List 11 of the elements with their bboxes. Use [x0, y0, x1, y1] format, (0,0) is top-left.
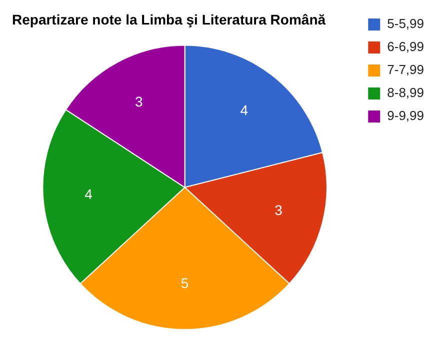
legend-label: 5-5,99 — [387, 16, 424, 32]
legend-label: 6-6,99 — [387, 39, 424, 54]
legend-label: 7-7,99 — [387, 62, 424, 78]
data-label: 5 — [180, 274, 189, 291]
data-label: 4 — [84, 186, 93, 202]
legend-label: 8-8,99 — [387, 85, 424, 100]
chart-title: Repartizare note la Limba şi Literatura Română — [12, 11, 326, 28]
legend-label: 9-9,99 — [387, 108, 424, 124]
data-label: 4 — [240, 102, 248, 118]
data-label: 3 — [134, 93, 143, 110]
data-label: 3 — [274, 202, 283, 218]
